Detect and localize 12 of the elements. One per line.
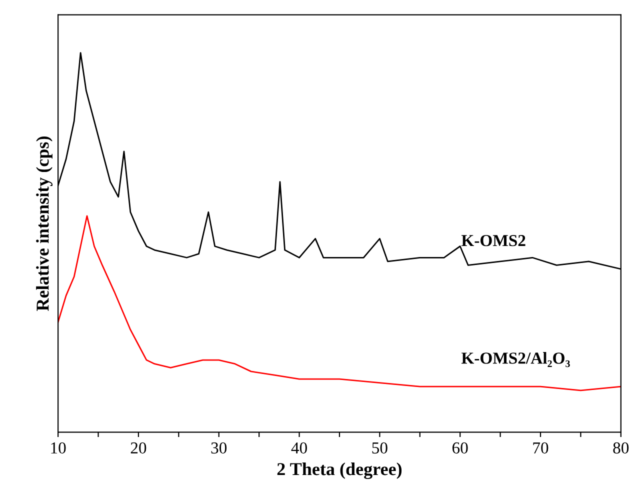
- series-label: K-OMS2/Al₂O₃: [461, 352, 570, 368]
- series-label: K-OMS2: [461, 234, 526, 246]
- x-tick-label: 30: [211, 442, 227, 454]
- x-tick-label: 80: [613, 442, 629, 454]
- x-tick-label: 70: [533, 442, 548, 454]
- x-tick-label: 50: [372, 442, 388, 454]
- x-tick-label: 20: [130, 442, 146, 454]
- y-axis-title: Relative intensity (cps): [36, 136, 52, 311]
- x-tick-label: 60: [452, 442, 468, 454]
- x-axis-title: 2 Theta (degree): [277, 462, 402, 480]
- x-tick-label: 40: [291, 442, 307, 454]
- x-tick-label: 10: [51, 442, 66, 454]
